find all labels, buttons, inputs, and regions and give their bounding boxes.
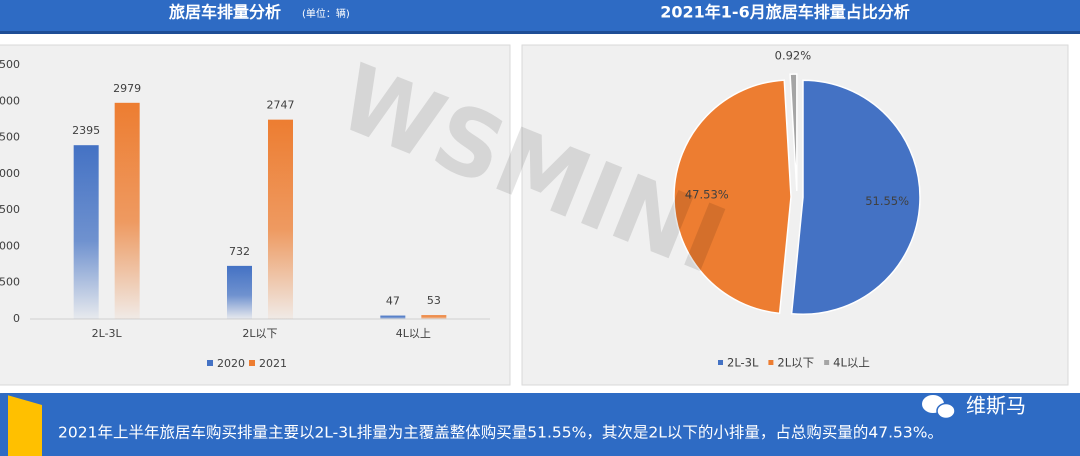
legend-label: 2021 (259, 357, 287, 370)
header-bar (0, 0, 1080, 31)
bar (73, 145, 99, 319)
legend-swatch (207, 360, 213, 366)
pie-slice (673, 79, 792, 315)
y-tick-label: 1000 (0, 239, 20, 252)
legend-swatch (249, 360, 255, 366)
bar (268, 119, 293, 319)
wechat-icon (922, 395, 956, 420)
legend-label: 2L-3L (727, 356, 759, 370)
value-label: 47 (386, 295, 400, 308)
legend-swatch (718, 360, 723, 365)
y-tick-label: 0 (13, 312, 20, 325)
pie-title: 2021年1-6月旅居车排量占比分析 (660, 3, 909, 22)
legend-label: 4L以上 (833, 356, 870, 370)
legend-label: 2020 (217, 357, 245, 370)
y-tick-label: 2500 (0, 131, 20, 144)
legend-swatch (768, 360, 774, 365)
accent-triangle (0, 393, 42, 456)
pie-slice (789, 73, 798, 192)
y-tick-label: 3000 (0, 94, 20, 107)
value-label: 47.53% (685, 188, 729, 202)
x-tick-label: 2L以下 (242, 327, 277, 340)
y-tick-label: 2000 (0, 167, 20, 180)
value-label: 2979 (113, 82, 141, 95)
y-tick-label: 3500 (0, 58, 20, 71)
x-tick-label: 4L以上 (396, 327, 431, 340)
bar-subtitle: (单位：辆) (302, 7, 350, 20)
bar (421, 315, 447, 319)
caption-bar (0, 393, 1080, 456)
value-label: 2747 (267, 99, 295, 112)
y-tick-label: 500 (0, 276, 20, 289)
bar-title: 旅居车排量分析 (169, 3, 281, 22)
legend-label: 2L以下 (777, 356, 814, 370)
pie-chart: 51.55% 47.53% 0.92% 2L-3L 2L以下 4L以上 (673, 49, 921, 370)
brand: 维斯马 (966, 394, 1026, 418)
bar (380, 315, 406, 319)
legend-swatch (824, 360, 830, 365)
x-tick-label: 2L-3L (92, 327, 123, 340)
value-label: 0.92% (775, 49, 812, 63)
value-label: 2395 (72, 124, 100, 137)
caption: 2021年上半年旅居车购买排量主要以2L-3L排量为主覆盖整体购买量51.55%… (58, 424, 943, 442)
pie-slice (790, 79, 921, 316)
value-label: 51.55% (865, 194, 909, 208)
accent-edge (0, 393, 8, 456)
bar-chart: 0 500 1000 1500 2000 2500 3000 3500 2395 732 47 297… (0, 58, 490, 370)
bar (227, 265, 252, 319)
value-label: 732 (229, 245, 250, 258)
y-tick-label: 1500 (0, 203, 20, 216)
header-line (0, 31, 1080, 34)
value-label: 53 (427, 294, 441, 307)
bar (114, 102, 140, 319)
